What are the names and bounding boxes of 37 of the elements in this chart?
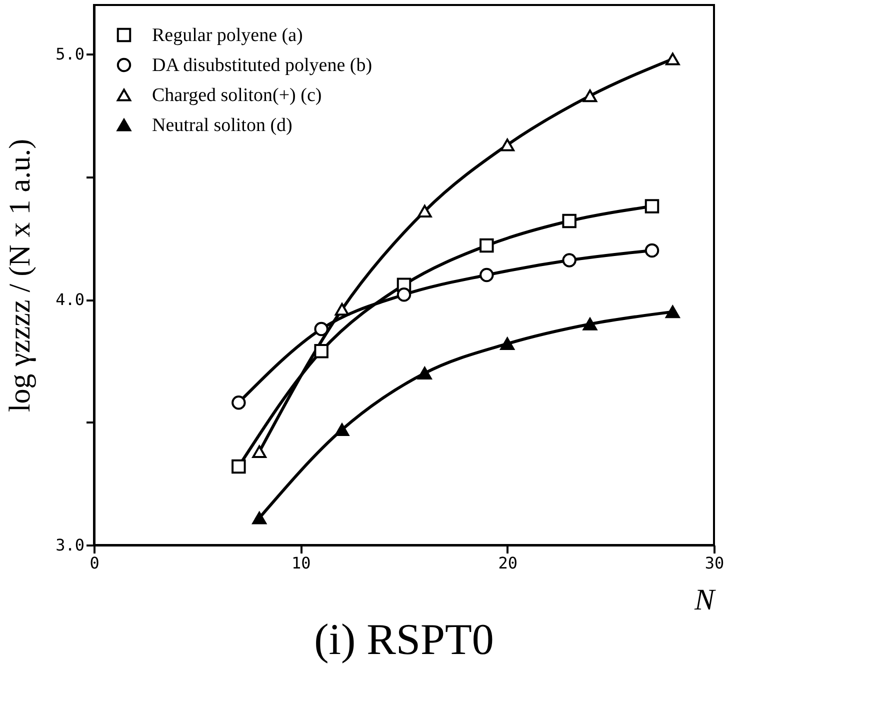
x-tick-label: 10 xyxy=(292,554,311,572)
point xyxy=(396,288,412,302)
point xyxy=(334,303,350,316)
point xyxy=(314,344,328,358)
legend-label: Charged soliton(+) (c) xyxy=(152,85,322,106)
y-tick-label: 5.0 xyxy=(56,44,84,64)
point xyxy=(252,445,266,458)
point xyxy=(252,512,266,524)
legend-label: DA disubstituted polyene (b) xyxy=(152,55,372,76)
point xyxy=(232,459,246,474)
x-tick-label: 20 xyxy=(498,554,518,572)
point xyxy=(418,366,432,380)
legend-label: Neutral soliton (d) xyxy=(152,115,292,136)
point xyxy=(582,318,598,330)
point xyxy=(314,322,328,336)
point xyxy=(644,243,660,258)
point xyxy=(582,90,598,102)
x-axis-title: N xyxy=(693,584,716,616)
point xyxy=(480,268,494,282)
y-axis-title: log γzzzz / (N x 1 a.u.) xyxy=(4,138,37,412)
point xyxy=(418,204,432,218)
point xyxy=(232,396,246,410)
text: (i) RSPT0 xyxy=(314,615,494,664)
y-tick-label: 3.0 xyxy=(56,536,84,554)
point xyxy=(666,306,680,318)
x-tick-label: 0 xyxy=(90,554,100,572)
point xyxy=(562,214,576,228)
point xyxy=(334,423,350,436)
point xyxy=(480,238,494,253)
y-tick-label: 4.0 xyxy=(56,290,84,310)
point xyxy=(644,199,660,214)
point xyxy=(500,138,514,152)
legend-label: Regular polyene (a) xyxy=(152,25,303,46)
point xyxy=(562,253,576,268)
x-tick-label: 30 xyxy=(704,554,724,572)
point xyxy=(666,52,680,66)
point xyxy=(500,337,514,350)
